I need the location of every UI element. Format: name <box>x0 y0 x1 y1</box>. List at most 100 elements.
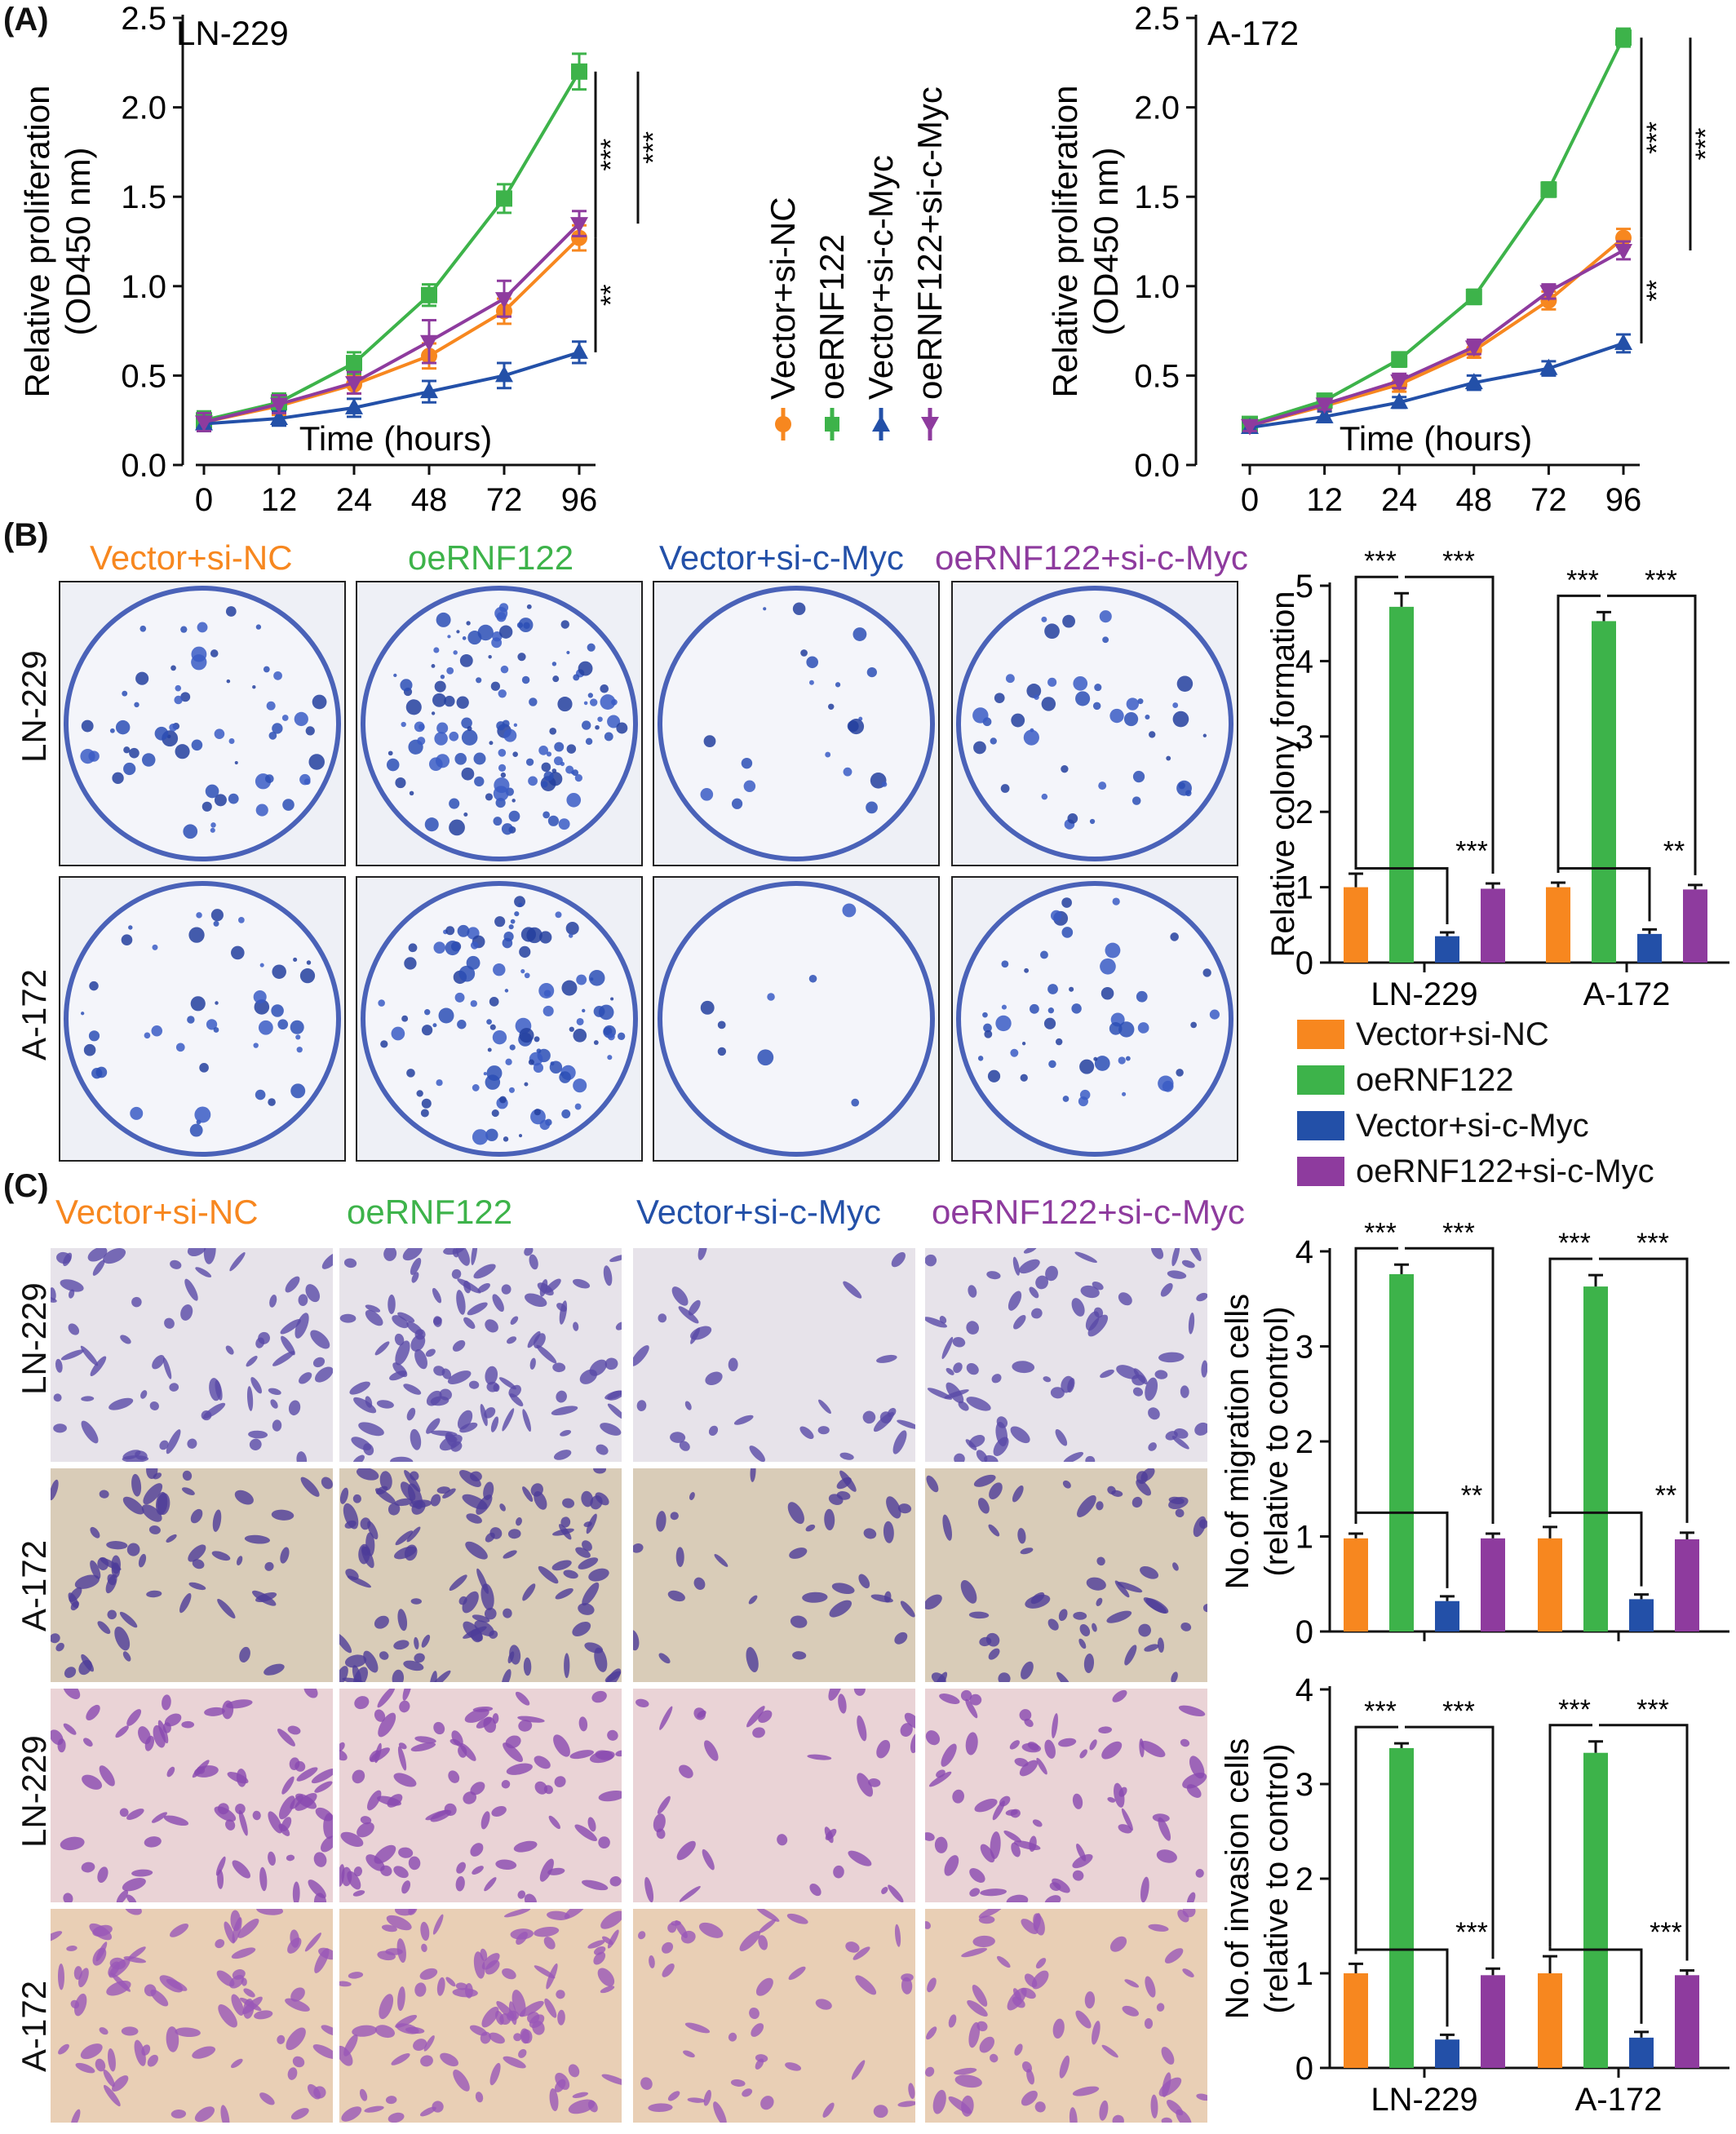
colony <box>570 770 575 775</box>
cell <box>1089 1739 1097 1751</box>
cell <box>966 1363 979 1375</box>
cell <box>973 1474 996 1487</box>
colony <box>273 671 282 680</box>
cell <box>980 1844 995 1863</box>
y-tick-label: 3 <box>1295 1767 1313 1803</box>
cell <box>122 1496 144 1515</box>
cell <box>978 1915 995 1924</box>
cell <box>472 1706 494 1712</box>
cell <box>952 1789 964 1804</box>
cell <box>114 1626 131 1651</box>
colony <box>401 721 406 728</box>
legend-a-item-2: oeRNF122 <box>813 234 851 441</box>
cell <box>1117 1582 1143 1593</box>
cell <box>554 1776 566 1787</box>
cell <box>349 1381 370 1395</box>
cell <box>527 1330 541 1348</box>
cell <box>459 1742 476 1761</box>
cell <box>1181 1260 1195 1268</box>
cell <box>756 1909 780 1922</box>
cell <box>433 1721 445 1735</box>
colony <box>187 1016 195 1024</box>
cell <box>374 1742 382 1764</box>
cell <box>473 1951 485 1979</box>
proliferation-chart-ln229: 0.00.51.01.52.02.50 12 24 48 72 96LN-229Time … <box>18 1 669 514</box>
cell <box>392 1362 408 1378</box>
transwell-image <box>339 1468 622 1682</box>
cell <box>1132 1387 1144 1397</box>
cell <box>78 1968 89 1988</box>
cell <box>876 1739 891 1759</box>
cell <box>423 2035 435 2052</box>
cell <box>607 1403 622 1420</box>
cell <box>1160 1282 1173 1297</box>
y-tick-label: 2.5 <box>121 1 166 37</box>
colony <box>521 675 530 684</box>
cell <box>452 1339 466 1352</box>
cell <box>925 1730 941 1746</box>
data-point <box>420 334 438 352</box>
bar <box>1546 887 1570 963</box>
colony <box>498 749 507 757</box>
cell <box>609 1876 622 1887</box>
cell <box>1073 1611 1087 1620</box>
cell <box>278 1795 295 1820</box>
legend-a-item-3: Vector+si-c-Myc <box>861 155 900 441</box>
cell <box>377 1795 402 1806</box>
cell <box>111 1562 121 1578</box>
colony <box>1005 674 1015 684</box>
cell <box>568 2064 580 2078</box>
cell <box>925 1254 937 1267</box>
cell <box>503 1608 512 1618</box>
cell <box>1156 2003 1165 2012</box>
y-tick-label: 1 <box>1295 870 1313 906</box>
cell <box>593 1951 606 1965</box>
cell <box>99 2027 108 2035</box>
colony <box>1047 1007 1055 1014</box>
cell <box>928 1771 952 1787</box>
cell <box>996 1416 1008 1428</box>
colony <box>258 1020 273 1035</box>
colony <box>393 673 397 678</box>
cell <box>594 1647 608 1672</box>
cell <box>582 1582 600 1606</box>
colony <box>1010 1048 1019 1057</box>
series-line <box>203 222 581 424</box>
x-tick-label: 96 <box>561 482 598 514</box>
colony <box>1075 691 1091 706</box>
cell <box>229 1252 246 1272</box>
data-point <box>1465 288 1482 305</box>
colony <box>509 1044 516 1051</box>
cell <box>1074 1251 1097 1264</box>
colony <box>1172 702 1179 708</box>
significance-label: *** <box>1364 546 1397 577</box>
cell <box>419 2106 436 2117</box>
cell <box>670 1512 679 1521</box>
colony <box>983 1023 992 1033</box>
cell <box>344 1654 367 1668</box>
cell <box>1020 1547 1034 1555</box>
cell <box>755 1977 773 1996</box>
cell <box>64 1667 77 1678</box>
significance-label: *** <box>1442 1696 1475 1727</box>
cell <box>374 1844 396 1864</box>
cell <box>169 1383 179 1392</box>
colony <box>560 761 565 767</box>
cell <box>393 1640 410 1650</box>
colony <box>196 912 202 919</box>
cell <box>453 2070 470 2092</box>
x-tick-label: 0 <box>195 482 213 514</box>
culture-dish <box>658 586 935 861</box>
cell <box>927 1977 937 1993</box>
colony <box>987 1069 1001 1082</box>
cell <box>456 1290 466 1315</box>
colony <box>88 1030 100 1042</box>
colony <box>518 902 523 907</box>
colony <box>491 1109 499 1118</box>
cell <box>225 1699 253 1709</box>
cell <box>1077 1495 1096 1518</box>
cell <box>236 1769 247 1787</box>
colony <box>1048 1060 1056 1069</box>
